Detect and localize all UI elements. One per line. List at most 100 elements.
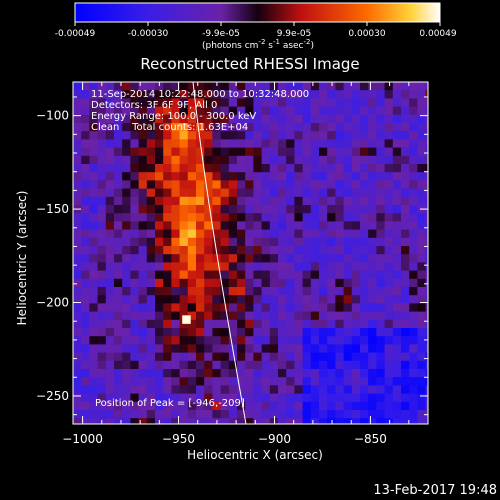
heatmap-cell [261,98,271,107]
heatmap-cell [302,319,312,329]
heatmap-cell [261,139,271,148]
heatmap-cell [114,106,123,116]
heatmap-cell [179,229,189,239]
heatmap-cell [146,262,156,271]
heatmap-cell [401,188,410,198]
heatmap-cell [417,82,426,91]
heatmap-cell [130,287,139,296]
heatmap-cell [220,278,230,288]
heatmap-cell [302,401,312,411]
heatmap-cell [327,188,336,198]
heatmap-cell [81,401,90,411]
heatmap-cell [89,385,98,394]
heatmap-cell [392,418,402,424]
heatmap-cell [302,221,312,230]
heatmap-cell [228,123,238,132]
heatmap-cell [89,114,98,124]
heatmap-cell [163,98,172,107]
heatmap-cell [204,352,213,362]
heatmap-cell [343,385,353,394]
heatmap-cell [360,213,369,222]
heatmap-cell [310,123,320,132]
heatmap-cell [114,311,123,321]
heatmap-cell [278,82,287,91]
heatmap-cell [384,139,394,148]
heatmap-cell [327,229,336,239]
heatmap-cell [73,90,82,99]
heatmap-cell [368,131,377,140]
heatmap-cell [130,196,139,206]
heatmap-cell [294,98,303,107]
heatmap-cell [81,90,90,99]
heatmap-cell [269,123,279,132]
heatmap-cell [155,369,164,378]
heatmap-cell [155,319,164,329]
heatmap-cell [294,336,303,345]
heatmap-cell [310,410,320,419]
heatmap-cell [294,114,303,124]
heatmap-cell [409,287,418,296]
heatmap-cell [105,147,115,157]
heatmap-cell [122,369,131,378]
heatmap-cell [228,114,238,124]
heatmap-cell [376,106,385,116]
heatmap-cell [360,114,369,124]
heatmap-cell [286,196,295,206]
heatmap-cell [130,114,139,124]
heatmap-cell [179,336,189,345]
heatmap-cell [122,287,131,296]
heatmap-cell [319,328,328,337]
heatmap-cell [269,213,279,222]
heatmap-cell [89,131,98,140]
heatmap-cell [261,155,271,165]
heatmap-cell [130,147,139,157]
heatmap-cell [179,254,189,263]
heatmap-cell [401,393,410,403]
heatmap-cell [73,164,82,173]
heatmap-cell [425,319,428,329]
heatmap-cell [351,360,361,370]
heatmap-cell [319,360,328,370]
heatmap-cell [425,229,428,239]
heatmap-cell [245,295,254,304]
heatmap-cell [335,180,344,189]
heatmap-cell [319,106,328,116]
heatmap-cell [343,180,353,189]
heatmap-cell [245,90,254,99]
heatmap-cell [319,369,328,378]
heatmap-cell [253,393,262,403]
heatmap-cell [327,82,336,91]
heatmap-cell [138,369,148,378]
heatmap-cell [376,270,385,280]
heatmap-cell [81,311,90,321]
heatmap-cell [138,155,148,165]
x-tick-label: −850 [354,432,387,446]
heatmap-cell [89,82,98,91]
heatmap-cell [220,377,230,386]
heatmap-cell [163,254,172,263]
heatmap-cell [179,180,189,189]
heatmap-cell [425,114,428,124]
heatmap-cell [196,98,205,107]
heatmap-cell [384,254,394,263]
heatmap-cell [409,352,418,362]
heatmap-cell [245,352,254,362]
heatmap-cell [409,131,418,140]
heatmap-cell [417,246,426,255]
heatmap-cell [294,229,303,239]
colorbar-tick-label: -0.00030 [128,29,169,39]
heatmap-cell [196,270,205,280]
heatmap-cell [392,131,402,140]
heatmap-cell [310,336,320,345]
heatmap-cell [294,139,303,148]
heatmap-cell [384,164,394,173]
heatmap-cell [261,385,271,394]
heatmap-cell [97,311,107,321]
heatmap-cell [81,106,90,116]
heatmap-cell [392,410,402,419]
heatmap-cell [171,82,180,91]
heatmap-cell [105,352,115,362]
y-axis-label: Heliocentric Y (arcsec) [15,191,29,326]
heatmap-cell [245,319,254,329]
heatmap-cell [105,221,115,230]
